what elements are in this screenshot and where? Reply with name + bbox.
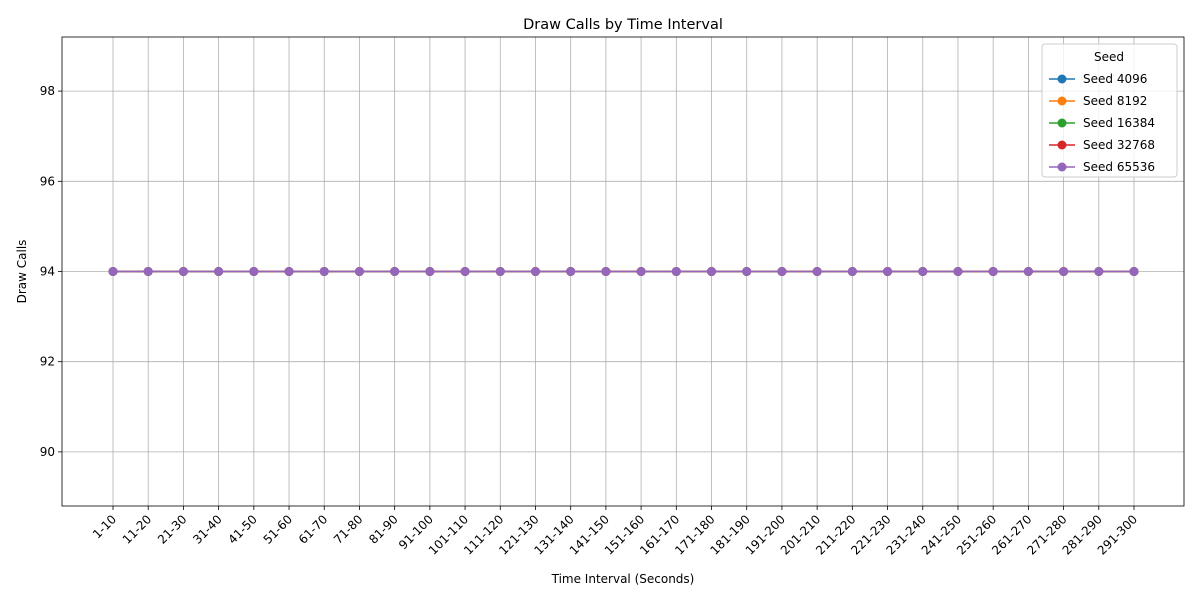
legend-box [1041,43,1178,178]
legend-entry: Seed 32768 [1049,138,1155,152]
data-point [777,267,787,276]
data-point [143,267,153,276]
data-point [636,267,646,276]
data-point [812,267,822,276]
data-point [883,267,893,276]
legend-items: Seed 4096 Seed 8192 Seed 16384 Seed 32768 Se… [1049,72,1155,174]
data-point [953,267,963,276]
data-point [530,267,540,276]
data-point [988,267,998,276]
data-point [601,267,611,276]
legend-marker [1057,74,1067,84]
y-axis-ticks: 90 92 94 96 98 [40,84,62,459]
x-axis-label: Time Interval (Seconds) [551,572,695,586]
series-layer [108,267,1139,276]
y-axis-label: Draw Calls [15,240,29,304]
legend-entry: Seed 4096 [1049,72,1147,86]
data-point [425,267,435,276]
data-point [178,267,188,276]
data-point [918,267,928,276]
legend-entry: Seed 8192 [1049,94,1147,108]
data-point [354,267,364,276]
y-tick-label: 96 [40,174,55,188]
y-tick-label: 94 [40,265,55,279]
data-point [1129,267,1139,276]
data-point [108,267,118,276]
y-tick-label: 90 [40,445,55,459]
data-point [249,267,259,276]
data-point [390,267,400,276]
series-group [108,267,1139,276]
legend-entry: Seed 16384 [1049,116,1155,130]
legend-title: Seed [1094,50,1124,64]
legend-marker [1057,162,1067,172]
legend-label: Seed 16384 [1083,116,1155,130]
chart-title: Draw Calls by Time Interval [523,17,723,33]
legend-entry: Seed 65536 [1049,160,1155,174]
data-point [284,267,294,276]
data-point [707,267,717,276]
data-point [1094,267,1104,276]
legend-marker [1057,118,1067,128]
data-point [319,267,329,276]
y-tick-label: 92 [40,355,55,369]
data-point [1059,267,1069,276]
data-point [495,267,505,276]
data-point [671,267,681,276]
legend-label: Seed 32768 [1083,138,1155,152]
data-point [742,267,752,276]
data-point [1023,267,1033,276]
legend-marker [1057,96,1067,106]
y-tick-label: 98 [40,84,55,98]
data-point [566,267,576,276]
data-point [847,267,857,276]
legend-label: Seed 65536 [1083,160,1155,174]
data-point [460,267,470,276]
data-point [214,267,224,276]
legend: Seed Seed 4096 Seed 8192 Seed 16384 Seed 32… [1041,43,1178,178]
legend-label: Seed 4096 [1083,72,1147,86]
legend-label: Seed 8192 [1083,94,1147,108]
legend-marker [1057,140,1067,150]
